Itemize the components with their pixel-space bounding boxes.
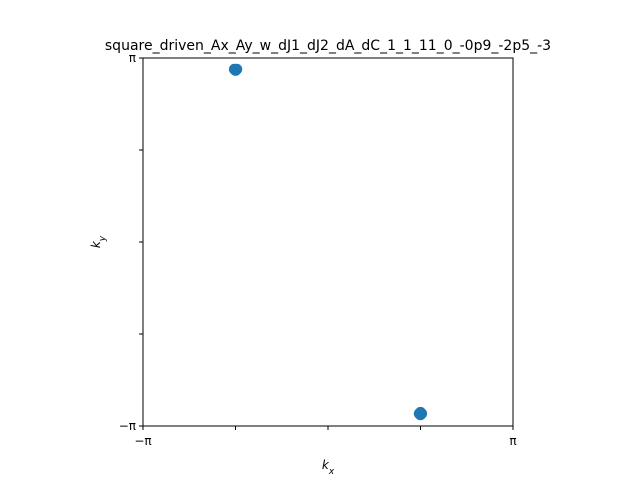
chart-title: square_driven_Ax_Ay_w_dJ1_dJ2_dA_dC_1_1_…: [105, 38, 551, 54]
data-point: [230, 64, 242, 76]
markers: [228, 63, 428, 421]
x-tick-label: π: [509, 434, 516, 448]
y-axis-label: ky: [89, 235, 108, 248]
x-tick-label: −π: [134, 434, 151, 448]
y-tick-label: π: [129, 51, 136, 65]
axes-frame: [142, 57, 514, 427]
y-axis: −π π: [119, 51, 143, 433]
y-tick-label: −π: [119, 419, 136, 433]
x-axis-label: kx: [322, 458, 335, 477]
x-axis: −π π: [134, 426, 517, 448]
data-point: [414, 406, 426, 418]
